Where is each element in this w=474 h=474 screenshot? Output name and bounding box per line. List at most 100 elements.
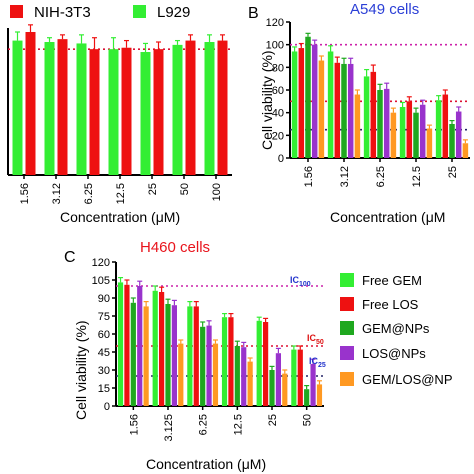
panel-a-chart: 1.56 3.12 6.25 12.5 25 50 100 Concentration (μ…: [7, 24, 232, 225]
bar-c-2-2: [200, 326, 206, 406]
x-tick-label-b-4: 25: [447, 166, 459, 178]
bar-c-0-0: [117, 282, 124, 406]
ic100-annotation: IC100: [290, 275, 311, 288]
bar-a-0-6: [204, 42, 215, 176]
bar-b-0-2: [363, 76, 370, 158]
bar-b-4-2: [390, 112, 397, 158]
bar-b-4-1: [354, 94, 361, 158]
x-tick-label-a-2: 6.25: [83, 183, 95, 204]
bar-c-2-4: [269, 370, 275, 406]
bar-c-2-0: [130, 302, 136, 406]
panel-c-title: H460 cells: [140, 239, 210, 256]
y-tick-label-c-0: 0: [104, 401, 110, 413]
bar-c-1-0: [124, 284, 130, 406]
panel-b-chart: B A549 cells Cell viability (%) 1.56 3.12…: [248, 1, 470, 225]
ic100-prefix: IC: [290, 275, 300, 285]
bar-b-1-4: [442, 94, 449, 158]
y-tick-label-b-3: 60: [272, 85, 284, 97]
panel-b-x-label: Concentration (μM: [330, 209, 445, 225]
y-tick-label-c-1: 15: [98, 383, 110, 395]
x-tick-label-b-2: 6.25: [375, 166, 387, 187]
bar-c-4-1: [178, 343, 184, 406]
bar-c-3-4: [275, 353, 281, 406]
x-tick-label-b-3: 12.5: [411, 166, 423, 187]
legend-label-free-los: Free LOS: [362, 297, 419, 312]
bar-b-3-1: [347, 63, 354, 158]
bar-c-2-3: [234, 346, 240, 406]
x-tick-label-c-1: 3.125: [163, 414, 175, 442]
bar-a-1-4: [153, 49, 164, 175]
ic50-prefix: IC: [307, 333, 317, 343]
bar-a-0-2: [76, 43, 87, 175]
bar-b-1-0: [298, 48, 305, 158]
ic25-subscript: 25: [318, 362, 326, 369]
x-tick-label-a-4: 25: [147, 183, 159, 195]
panel-c-x-label: Concentration (μM): [146, 456, 266, 472]
y-tick-label-c-2: 30: [98, 365, 110, 377]
x-tick-label-a-1: 3.12: [51, 183, 63, 204]
legend-swatch-gem-los-nps: [340, 372, 354, 386]
x-tick-label-c-4: 25: [267, 414, 279, 426]
bar-c-4-5: [316, 384, 323, 406]
panel-b-title: A549 cells: [350, 1, 419, 18]
bar-b-2-1: [341, 63, 347, 158]
bar-b-0-3: [399, 107, 406, 158]
bar-c-0-2: [187, 306, 193, 406]
panel-c-legend: Free GEM Free LOS GEM@NPs LOS@NPs GEM/LO…: [340, 273, 453, 387]
bar-c-0-5: [291, 349, 297, 406]
ic50-annotation: IC50: [307, 333, 324, 346]
x-tick-label-a-0: 1.56: [19, 183, 31, 204]
panel-c-y-label: Cell viability (%): [73, 320, 89, 420]
bar-b-1-1: [334, 62, 341, 158]
bar-c-3-0: [137, 286, 143, 406]
bar-c-4-3: [247, 361, 253, 406]
legend-swatch-free-los: [340, 297, 354, 311]
bar-b-3-2: [383, 88, 390, 158]
legend-label-free-gem: Free GEM: [362, 273, 422, 288]
ic50-subscript: 50: [316, 339, 324, 346]
y-tick-label-b-5: 100: [266, 40, 284, 52]
y-tick-label-c-7: 105: [92, 275, 110, 287]
bar-a-1-2: [89, 49, 100, 175]
panel-b-y-label: Cell viability (%): [259, 50, 275, 150]
bar-c-1-5: [297, 349, 303, 406]
bar-c-2-5: [304, 389, 310, 406]
bar-a-1-3: [121, 47, 132, 176]
bar-a-1-5: [185, 40, 196, 175]
legend-swatch-gem-nps: [340, 321, 354, 335]
x-tick-label-a-3: 12.5: [115, 183, 127, 204]
y-tick-label-b-6: 120: [266, 17, 284, 29]
x-tick-label-c-5: 50: [302, 414, 314, 426]
legend-swatch-free-gem: [340, 273, 354, 287]
bar-a-1-1: [57, 39, 68, 176]
bar-c-0-4: [256, 320, 262, 406]
bar-c-1-1: [159, 292, 165, 406]
panel-c-chart: C H460 cells Cell viability (%) 1.56 3.12…: [64, 239, 326, 472]
x-tick-label-c-2: 6.25: [198, 414, 210, 435]
legend-label-gem-los-nps: GEM/LOS@NP: [362, 372, 453, 387]
bar-b-1-2: [370, 71, 377, 158]
bar-b-2-2: [377, 90, 383, 158]
bar-c-4-0: [143, 306, 149, 406]
bar-a-0-1: [44, 42, 55, 176]
bar-b-3-4: [455, 111, 462, 158]
legend-swatch-los-nps: [340, 346, 354, 360]
bar-a-0-4: [140, 52, 151, 175]
legend-label-los-nps: LOS@NPs: [362, 346, 426, 361]
bar-b-1-3: [406, 101, 413, 158]
bar-b-4-3: [426, 128, 433, 158]
bar-c-4-2: [212, 343, 219, 406]
bar-c-0-3: [221, 317, 228, 406]
ic25-annotation: IC25: [309, 356, 326, 369]
legend-swatch-nih3t3: [10, 5, 23, 18]
bar-c-1-3: [228, 317, 234, 406]
y-tick-label-c-6: 90: [98, 293, 110, 305]
legend-label-gem-nps: GEM@NPs: [362, 321, 430, 336]
bar-b-2-4: [449, 124, 455, 158]
legend-swatch-l929: [133, 5, 146, 18]
bar-a-1-0: [25, 32, 36, 175]
y-tick-label-c-4: 60: [98, 329, 110, 341]
bar-a-0-3: [108, 49, 119, 175]
panel-b-letter: B: [248, 5, 259, 22]
